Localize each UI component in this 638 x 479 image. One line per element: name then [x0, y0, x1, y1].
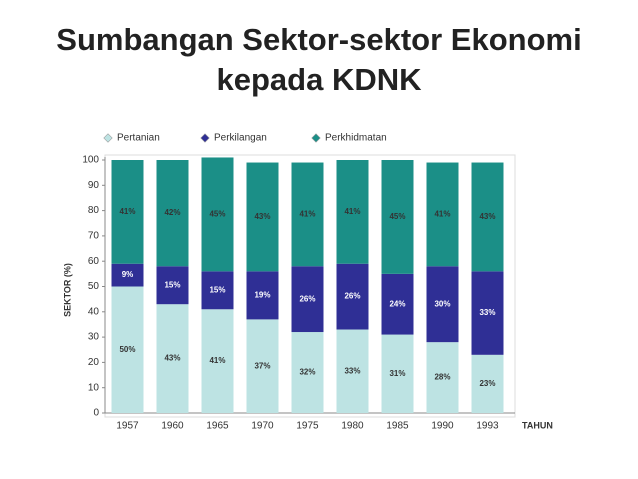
y-tick-label: 50: [88, 281, 100, 292]
y-tick-label: 80: [88, 205, 100, 216]
value-label: 43%: [479, 212, 495, 221]
x-tick-label: 1957: [116, 421, 139, 432]
value-label: 24%: [389, 299, 405, 308]
value-label: 43%: [164, 354, 180, 363]
x-tick-label: 1975: [296, 421, 319, 432]
bar-segment: [291, 332, 324, 413]
bar-segment: [201, 157, 234, 272]
y-axis-label: SEKTOR (%): [62, 263, 72, 317]
x-tick-label: 1970: [251, 421, 274, 432]
value-label: 15%: [164, 280, 180, 289]
x-tick-label: 1985: [386, 421, 409, 432]
bar-segment: [111, 286, 144, 413]
value-label: 41%: [434, 210, 450, 219]
value-label: 37%: [254, 361, 270, 370]
value-label: 43%: [254, 212, 270, 221]
legend-label: Perkilangan: [214, 133, 267, 144]
value-label: 9%: [122, 270, 134, 279]
value-label: 41%: [299, 210, 315, 219]
bar-segment: [201, 271, 234, 310]
value-label: 41%: [209, 356, 225, 365]
value-label: 19%: [254, 290, 270, 299]
value-label: 45%: [389, 212, 405, 221]
bar-segment: [471, 354, 504, 413]
value-label: 41%: [344, 207, 360, 216]
legend-marker: [103, 133, 113, 143]
bar-segment: [381, 273, 414, 335]
bar-segment: [156, 266, 189, 305]
value-label: 15%: [209, 285, 225, 294]
value-label: 41%: [119, 207, 135, 216]
value-label: 26%: [344, 292, 360, 301]
value-label: 45%: [209, 210, 225, 219]
x-tick-label: 1990: [431, 421, 454, 432]
bar-segment: [156, 160, 189, 267]
x-tick-label: 1960: [161, 421, 184, 432]
x-tick-label: 1965: [206, 421, 229, 432]
y-tick-label: 100: [82, 155, 99, 166]
y-tick-label: 20: [88, 357, 100, 368]
bar-segment: [471, 162, 504, 272]
bar-segment: [426, 162, 459, 267]
value-label: 26%: [299, 294, 315, 303]
bar-segment: [111, 263, 144, 287]
legend-marker: [311, 133, 321, 143]
value-label: 33%: [344, 366, 360, 375]
value-label: 33%: [479, 308, 495, 317]
y-tick-label: 60: [88, 256, 100, 267]
x-tick-label: 1993: [476, 421, 499, 432]
legend-marker: [200, 133, 210, 143]
bar-segment: [381, 160, 414, 274]
bar-segment: [111, 160, 144, 264]
x-axis-label: TAHUN: [522, 420, 553, 430]
bar-segment: [246, 271, 279, 320]
bar-segment: [246, 162, 279, 272]
bar-segment: [336, 160, 369, 264]
value-label: 32%: [299, 368, 315, 377]
value-label: 23%: [479, 379, 495, 388]
x-tick-label: 1980: [341, 421, 364, 432]
y-tick-label: 70: [88, 231, 100, 242]
bar-segment: [471, 271, 504, 355]
value-label: 30%: [434, 299, 450, 308]
bar-segment: [426, 266, 459, 343]
bar-segment: [291, 266, 324, 333]
legend-label: Pertanian: [117, 133, 160, 144]
bar-segment: [201, 309, 234, 413]
y-tick-label: 90: [88, 180, 100, 191]
bar-segment: [156, 304, 189, 413]
value-label: 31%: [389, 369, 405, 378]
bar-segment: [291, 162, 324, 267]
value-label: 28%: [434, 373, 450, 382]
y-tick-label: 30: [88, 332, 100, 343]
bar-segment: [336, 329, 369, 413]
y-tick-label: 0: [93, 408, 99, 419]
y-tick-label: 10: [88, 382, 100, 393]
bar-segment: [426, 342, 459, 413]
legend-label: Perkhidmatan: [325, 133, 387, 144]
bar-segment: [381, 334, 414, 413]
y-tick-label: 40: [88, 306, 100, 317]
value-label: 42%: [164, 208, 180, 217]
bar-segment: [336, 263, 369, 330]
bar-segment: [246, 319, 279, 413]
chart-title: Sumbangan Sektor-sektor Ekonomi kepada K…: [56, 22, 582, 97]
value-label: 50%: [119, 345, 135, 354]
